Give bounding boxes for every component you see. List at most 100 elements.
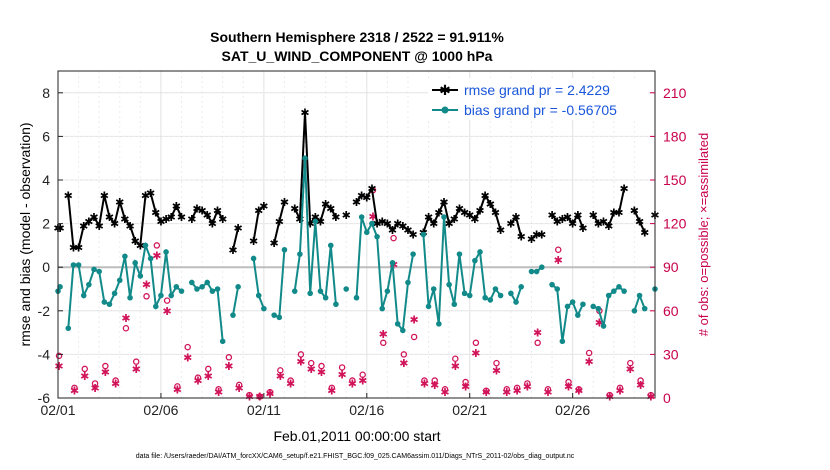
rmse-point: ✱	[532, 229, 541, 242]
bias-point	[194, 286, 200, 292]
obs-assimilated-point: ✱	[523, 380, 532, 393]
rmse-point: ✱	[470, 213, 479, 226]
bias-point	[65, 325, 72, 332]
bias-point	[343, 286, 350, 292]
obs-possible-point	[194, 374, 202, 381]
bias-point	[559, 338, 566, 345]
rmse-point: ✱	[259, 200, 268, 213]
obs-assimilated-point: ✱	[286, 377, 295, 390]
rmse-point: ✱	[131, 235, 140, 248]
rmse-point: ✱	[409, 229, 418, 242]
bias-point	[533, 268, 540, 275]
bias-point	[317, 288, 324, 294]
x-axis-label: Feb.01,2011 00:00:00 start	[273, 428, 440, 444]
bias-point	[142, 242, 149, 249]
obs-assimilated-point: ✱	[585, 356, 594, 369]
bias-point	[466, 292, 473, 299]
rmse-point: ✱	[511, 211, 520, 224]
obs-possible-point	[380, 339, 387, 347]
rmse-point: ✱	[141, 189, 150, 202]
rmse-point: ✱	[213, 205, 222, 218]
bias-point	[451, 301, 458, 308]
rmse-point: ✱	[589, 209, 598, 222]
rmse-point: ✱	[609, 207, 618, 220]
rmse-point: ✱	[197, 205, 206, 218]
bias-point	[173, 284, 180, 290]
rmse-point: ✱	[331, 211, 340, 224]
obs-assimilated-point: ✱	[512, 385, 521, 398]
obs-assimilated-point: ✱	[296, 356, 305, 369]
obs-assimilated-point: ✱	[471, 347, 480, 360]
rmse-line	[510, 214, 523, 237]
obs-possible-point	[410, 333, 418, 341]
bias-point	[168, 292, 175, 299]
rmse-point: ✱	[234, 222, 243, 235]
obs-assimilated-point: ✱	[317, 366, 326, 379]
obs-assimilated-point: ✱	[307, 363, 316, 376]
x-tick-label: 02/11	[247, 402, 281, 418]
rmse-point: ✱	[156, 215, 165, 228]
bias-point	[508, 290, 514, 297]
obs-assimilated-point: ✱	[430, 379, 439, 392]
legend-rmse-label: rmse grand pr = 2.4229	[464, 82, 610, 98]
rmse-point: ✱	[475, 205, 484, 218]
obs-assimilated-point: ✱	[492, 364, 501, 377]
obs-assimilated-point: ✱	[595, 316, 604, 329]
rmse-point: ✱	[558, 213, 567, 226]
obs-assimilated-point: ✱	[574, 385, 583, 398]
rmse-point: ✱	[517, 231, 526, 244]
rmse-point: ✱	[95, 220, 104, 233]
rmse-point: ✱	[125, 220, 134, 233]
obs-possible-point	[349, 377, 356, 384]
obs-assimilated-point: ✱	[605, 391, 614, 404]
rmse-line	[273, 201, 286, 244]
bias-point	[461, 290, 468, 297]
bias-point	[538, 264, 545, 271]
bias-point	[91, 266, 97, 273]
rmse-point: ✱	[383, 218, 392, 231]
rmse-point: ✱	[192, 202, 201, 215]
obs-possible-point	[307, 359, 315, 367]
obs-assimilated-point: ✱	[265, 388, 274, 401]
obs-possible-point	[132, 358, 140, 365]
bias-point	[137, 273, 144, 279]
rmse-point: ✱	[378, 215, 387, 228]
rmse-point: ✱	[439, 196, 448, 209]
obs-possible-point	[390, 234, 397, 242]
bias-point	[518, 284, 524, 290]
rmse-point: ✱	[486, 198, 495, 211]
y2-tick-label: 120	[663, 216, 687, 232]
y-tick-label: -4	[38, 346, 51, 362]
obs-possible-point	[565, 378, 572, 386]
obs-assimilated-point: ✱	[461, 380, 470, 393]
bias-point	[477, 249, 483, 255]
obs-possible-point	[287, 377, 294, 384]
bias-point	[600, 323, 607, 329]
bias-point	[271, 312, 277, 318]
bias-point	[214, 286, 221, 292]
rmse-line	[252, 205, 265, 242]
bias-point	[363, 229, 370, 236]
obs-assimilated-point: ✱	[90, 382, 99, 395]
obs-possible-point	[472, 339, 480, 347]
rmse-point: ✱	[321, 198, 330, 211]
rmse-point: ✱	[74, 242, 83, 255]
rmse-point: ✱	[84, 215, 93, 228]
rmse-point: ✱	[208, 218, 217, 231]
bias-point	[528, 268, 535, 275]
bias-point	[482, 294, 488, 301]
rmse-point: ✱	[275, 215, 284, 228]
rmse-point: ✱	[146, 187, 155, 200]
rmse-point: ✱	[429, 218, 438, 231]
bias-point	[590, 303, 597, 310]
bias-point	[436, 321, 442, 327]
bias-point	[487, 297, 494, 303]
rmse-point: ✱	[280, 196, 289, 209]
rmse-point: ✱	[311, 211, 320, 224]
obs-assimilated-point: ✱	[348, 377, 357, 390]
rmse-point: ✱	[388, 224, 397, 237]
bias-point	[513, 299, 519, 305]
bias-point	[276, 314, 283, 321]
obs-assimilated-point: ✱	[327, 385, 336, 398]
rmse-point: ✱	[594, 218, 603, 231]
